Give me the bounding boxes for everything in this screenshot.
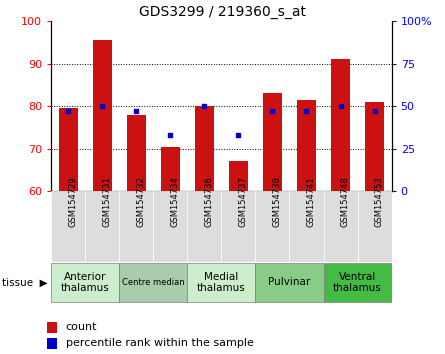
Bar bbox=[324, 263, 392, 302]
Bar bbox=[297, 100, 316, 191]
Text: Pulvinar: Pulvinar bbox=[268, 277, 311, 287]
Bar bbox=[51, 263, 119, 302]
Bar bbox=[187, 263, 255, 302]
Bar bbox=[119, 191, 153, 262]
Bar bbox=[222, 191, 255, 262]
Bar bbox=[290, 191, 324, 262]
Bar bbox=[119, 263, 187, 302]
Bar bbox=[127, 115, 146, 191]
Text: Ventral
thalamus: Ventral thalamus bbox=[333, 272, 382, 293]
Text: GSM154732: GSM154732 bbox=[136, 176, 145, 227]
Text: GSM154737: GSM154737 bbox=[239, 176, 247, 227]
Bar bbox=[263, 93, 282, 191]
Bar bbox=[255, 263, 324, 302]
Text: percentile rank within the sample: percentile rank within the sample bbox=[65, 338, 253, 348]
Bar bbox=[161, 147, 180, 191]
Bar bbox=[324, 191, 358, 262]
Bar bbox=[229, 161, 248, 191]
Text: GSM154741: GSM154741 bbox=[307, 176, 316, 227]
Bar bbox=[59, 108, 77, 191]
Bar bbox=[47, 338, 57, 349]
Text: GSM154736: GSM154736 bbox=[204, 176, 213, 227]
Text: GSM154729: GSM154729 bbox=[68, 176, 77, 227]
Text: tissue  ▶: tissue ▶ bbox=[2, 277, 48, 287]
Bar bbox=[85, 191, 119, 262]
Bar bbox=[187, 191, 222, 262]
Text: Centre median: Centre median bbox=[122, 278, 185, 287]
Text: GSM154738: GSM154738 bbox=[272, 176, 281, 227]
Text: count: count bbox=[65, 322, 97, 332]
Bar bbox=[365, 102, 384, 191]
Bar bbox=[153, 191, 187, 262]
Bar bbox=[51, 191, 85, 262]
Text: GSM154731: GSM154731 bbox=[102, 176, 111, 227]
Bar bbox=[195, 106, 214, 191]
Text: GDS3299 / 219360_s_at: GDS3299 / 219360_s_at bbox=[139, 5, 306, 19]
Text: GSM154748: GSM154748 bbox=[340, 176, 349, 227]
Text: Anterior
thalamus: Anterior thalamus bbox=[61, 272, 109, 293]
Bar bbox=[255, 191, 290, 262]
Text: GSM154753: GSM154753 bbox=[375, 176, 384, 227]
Text: Medial
thalamus: Medial thalamus bbox=[197, 272, 246, 293]
Bar bbox=[47, 322, 57, 333]
Bar bbox=[93, 40, 112, 191]
Bar bbox=[331, 59, 350, 191]
Text: GSM154734: GSM154734 bbox=[170, 176, 179, 227]
Bar bbox=[358, 191, 392, 262]
